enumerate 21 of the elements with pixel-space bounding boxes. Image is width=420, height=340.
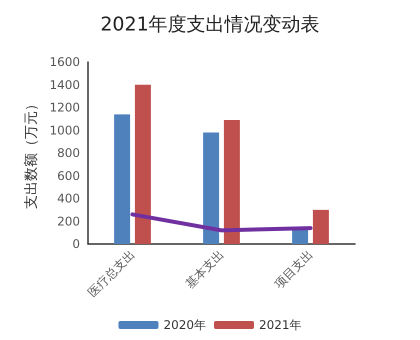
- y-tick-label: 400: [57, 192, 80, 206]
- legend-label: 2020年: [163, 318, 206, 332]
- bar: [134, 84, 151, 244]
- x-tick-label: 基本支出: [182, 247, 226, 291]
- y-tick-label: 600: [57, 168, 80, 183]
- x-tick-label: 医疗总支出: [85, 247, 138, 300]
- chart-title: 2021年度支出情况变动表: [100, 14, 320, 36]
- bar: [312, 210, 329, 244]
- y-tick-label: 200: [57, 214, 80, 228]
- bar: [114, 114, 130, 244]
- x-tick-label: 项目支出: [272, 247, 316, 291]
- y-tick-label: 1400: [49, 78, 80, 92]
- y-tick-label: 1000: [49, 123, 80, 138]
- bar: [203, 132, 220, 244]
- y-tick-label: 0: [72, 237, 80, 251]
- y-tick-label: 1200: [49, 100, 80, 114]
- y-axis-title: 支出数额（万元）: [24, 97, 40, 209]
- bar: [224, 120, 240, 244]
- y-tick-label: 800: [57, 146, 80, 160]
- legend-label: 2021年: [259, 318, 302, 332]
- y-tick-label: 1600: [49, 55, 80, 69]
